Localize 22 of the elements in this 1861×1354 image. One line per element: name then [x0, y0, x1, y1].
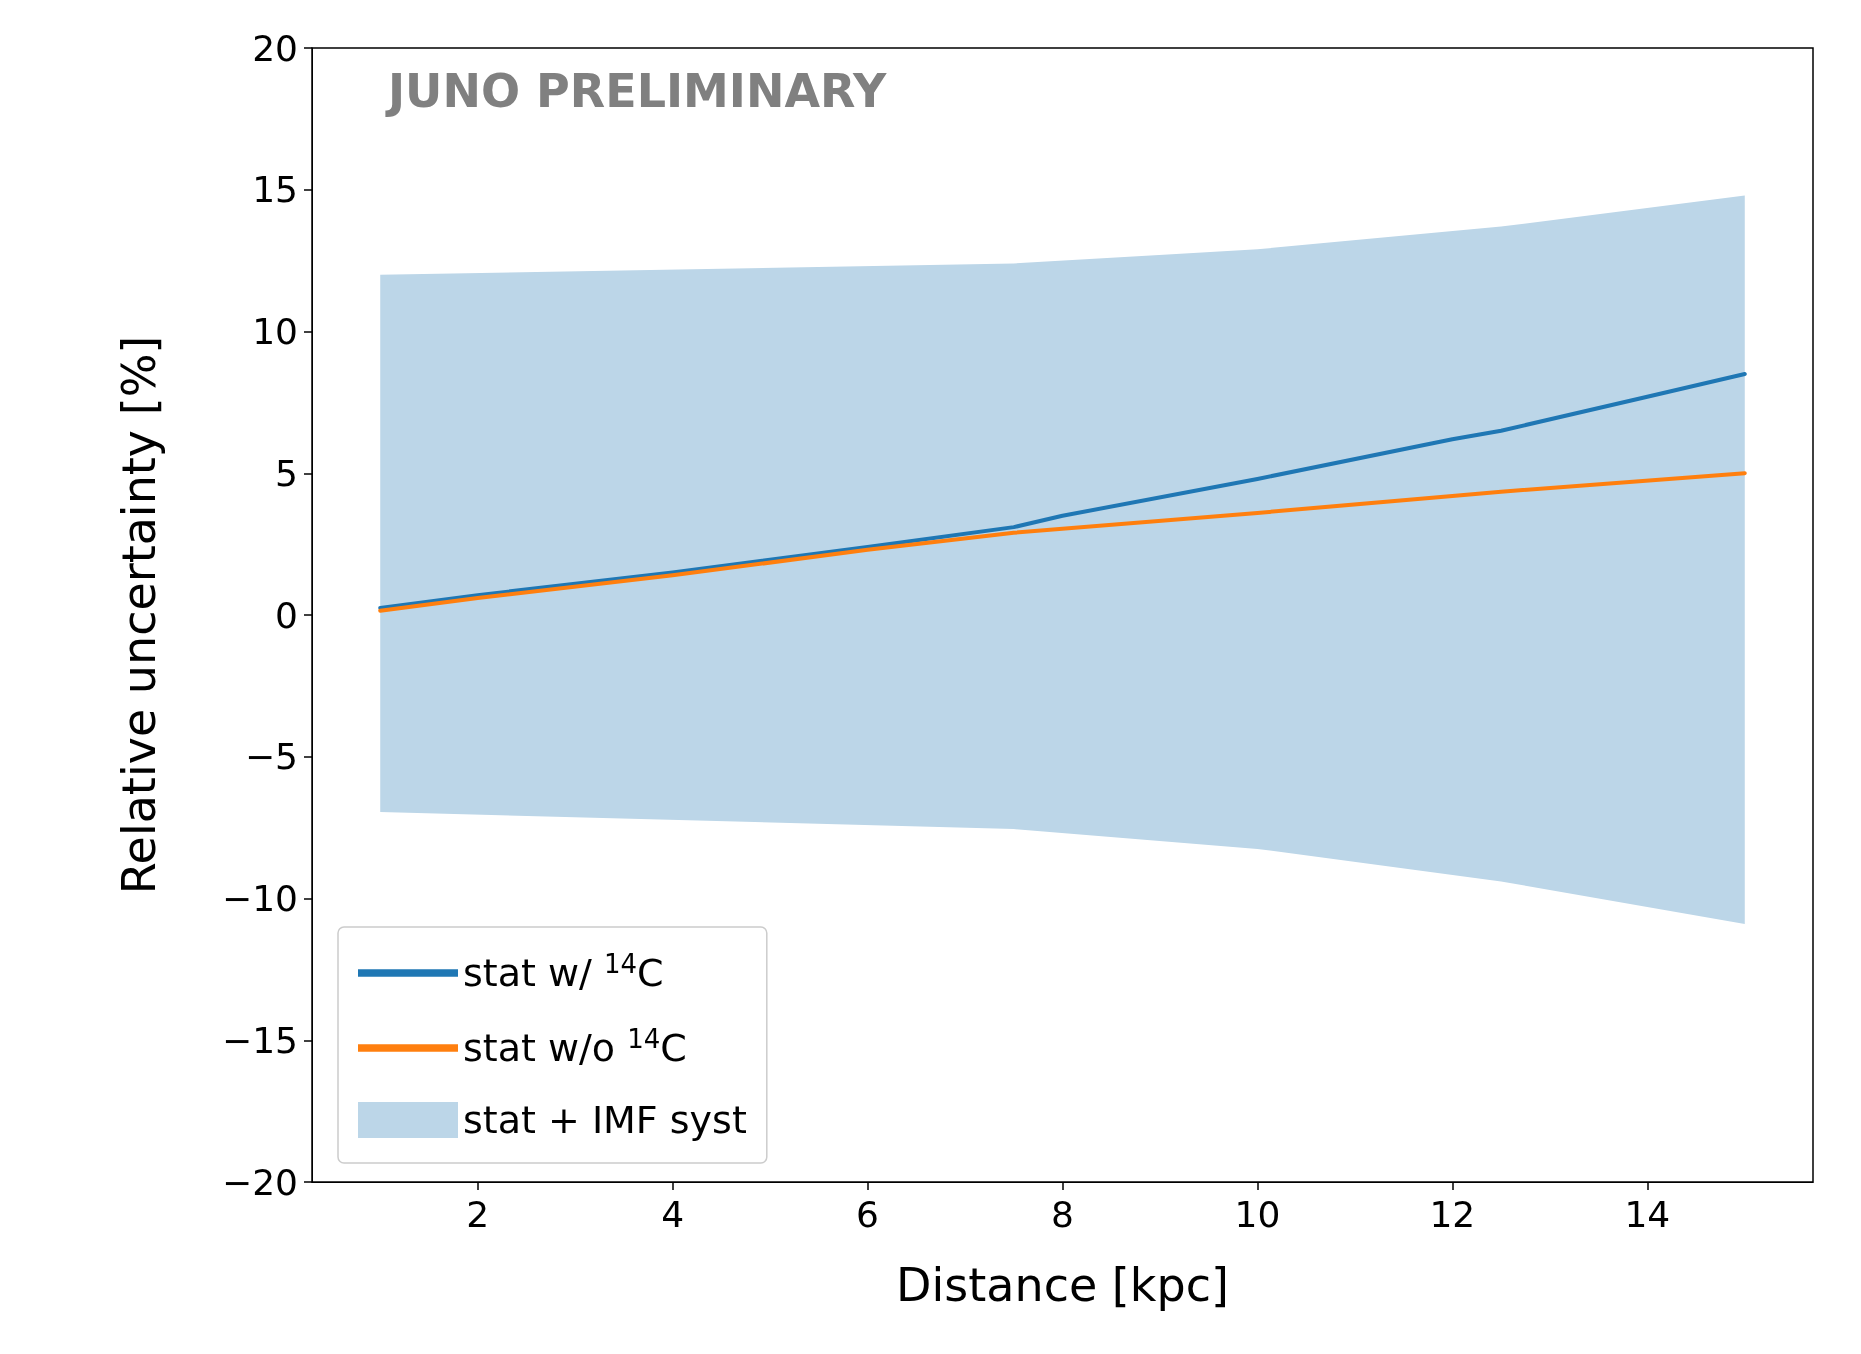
- x-tick-label: 6: [856, 1193, 880, 1235]
- y-tick-label: 10: [252, 311, 298, 352]
- x-tick-label: 4: [661, 1193, 685, 1235]
- y-tick-label: −10: [222, 878, 298, 919]
- x-tick-label: 10: [1234, 1193, 1281, 1235]
- x-tick-label: 14: [1624, 1193, 1671, 1235]
- y-axis-title: Relative uncertainty [%]: [112, 335, 166, 895]
- y-tick-label: −5: [244, 736, 298, 778]
- x-axis-title: Distance [kpc]: [896, 1258, 1229, 1312]
- line-series: [378, 372, 1747, 610]
- y-tick-label: −20: [222, 1161, 298, 1203]
- y-tick-label: 5: [275, 452, 298, 494]
- y-tick-label: −15: [222, 1019, 298, 1061]
- y-tick-label: 0: [275, 594, 298, 636]
- annotation: JUNO PRELIMINARY: [385, 64, 887, 118]
- y-tick-label: 20: [252, 27, 298, 69]
- x-tick-label: 2: [466, 1193, 490, 1235]
- y-tick-label: 15: [252, 169, 298, 211]
- line-series: [378, 471, 1747, 613]
- legend-label: stat + IMF syst: [463, 1098, 747, 1142]
- x-tick-label: 12: [1429, 1193, 1476, 1235]
- x-tick-label: 8: [1051, 1193, 1074, 1235]
